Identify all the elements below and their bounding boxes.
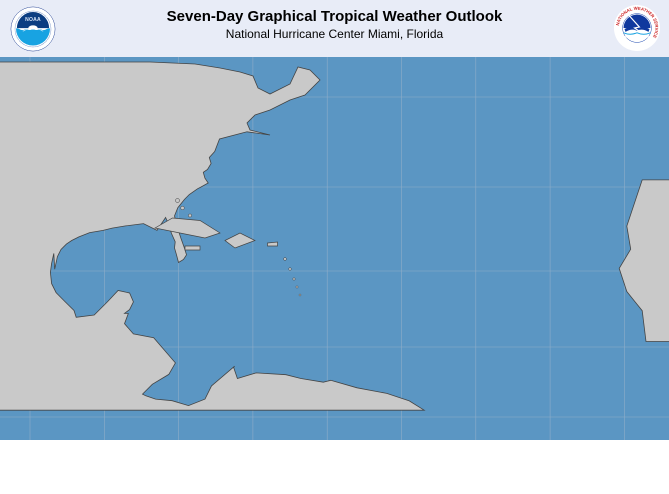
- svg-text:NOAA: NOAA: [25, 17, 41, 23]
